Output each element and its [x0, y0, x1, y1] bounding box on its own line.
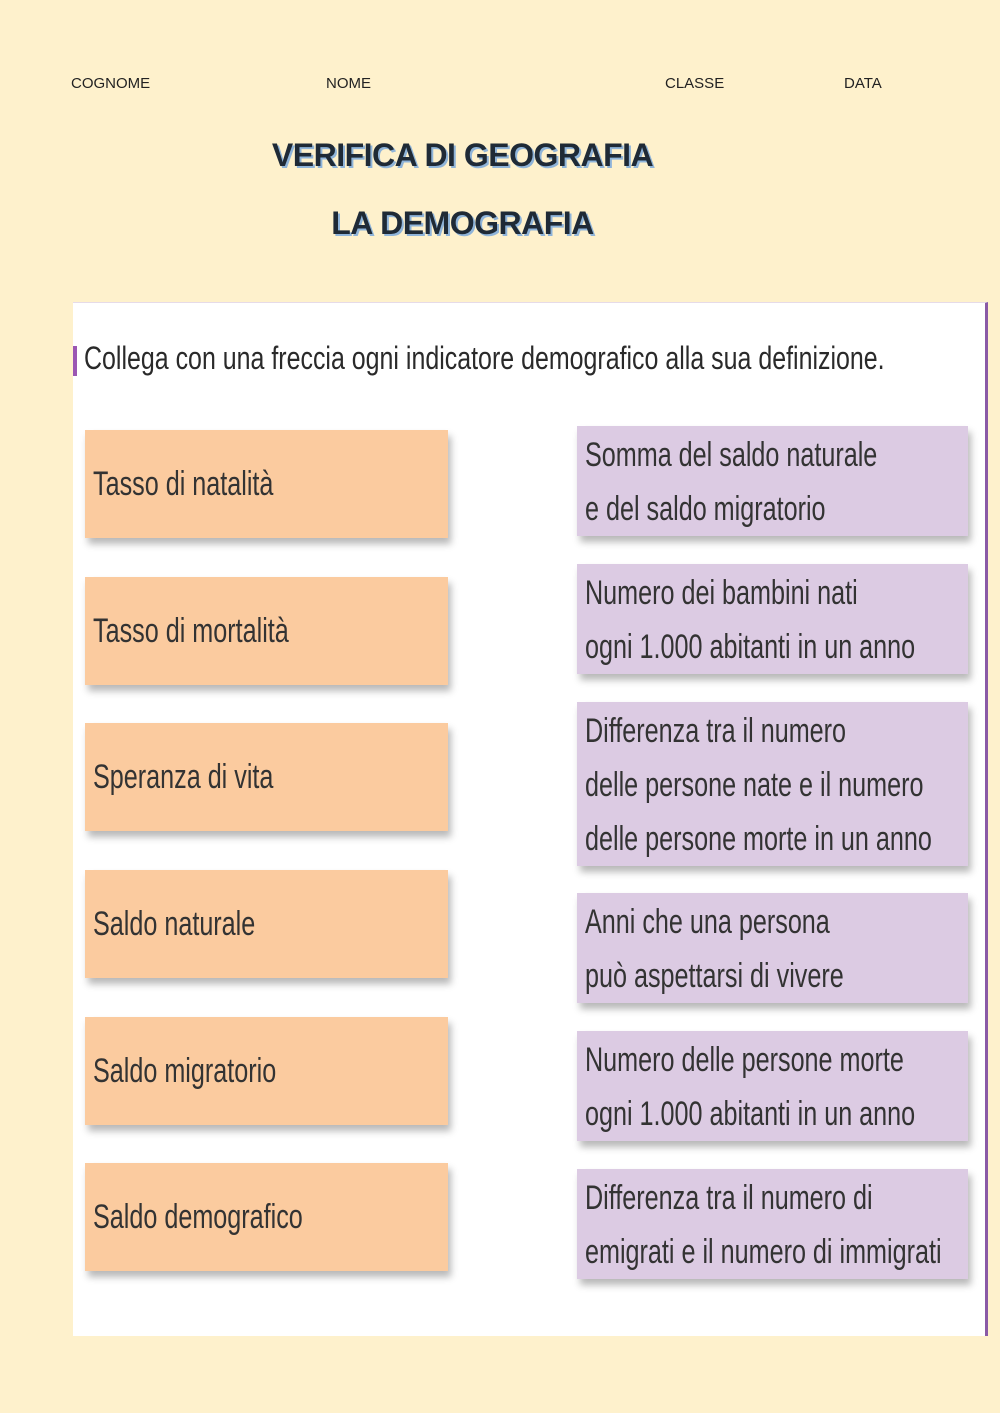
definition-line: Differenza tra il numero — [585, 712, 847, 750]
definition-line: e del saldo migratorio — [585, 490, 826, 528]
definition-line: Somma del saldo naturale — [585, 436, 878, 474]
indicator-box[interactable]: Saldo migratorio — [85, 1017, 448, 1125]
indicator-label: Tasso di mortalità — [93, 612, 289, 650]
data-label: DATA — [844, 75, 882, 92]
indicator-box[interactable]: Saldo naturale — [85, 870, 448, 978]
instruction-marker — [73, 346, 77, 376]
definition-line: delle persone nate e il numero — [585, 766, 924, 804]
classe-label: CLASSE — [665, 75, 725, 92]
indicator-label: Saldo demografico — [93, 1198, 303, 1236]
cognome-label: COGNOME — [71, 75, 151, 92]
definition-line: ogni 1.000 abitanti in un anno — [585, 1095, 916, 1133]
definition-line: delle persone morte in un anno — [585, 820, 932, 858]
indicator-box[interactable]: Tasso di natalità — [85, 430, 448, 538]
definition-box[interactable]: Differenza tra il numero di emigrati e il… — [577, 1169, 968, 1279]
indicator-box[interactable]: Speranza di vita — [85, 723, 448, 831]
indicator-box[interactable]: Tasso di mortalità — [85, 577, 448, 685]
definition-line: Numero dei bambini nati — [585, 574, 858, 612]
definition-box[interactable]: Numero delle persone morte ogni 1.000 abi… — [577, 1031, 968, 1141]
page-subtitle: LA DEMOGRAFIA — [331, 205, 594, 241]
definition-box[interactable]: Somma del saldo naturale e del saldo migr… — [577, 426, 968, 536]
indicator-label: Saldo naturale — [93, 905, 256, 943]
nome-label: NOME — [326, 75, 371, 92]
definition-box[interactable]: Differenza tra il numero delle persone na… — [577, 702, 968, 866]
definition-box[interactable]: Numero dei bambini nati ogni 1.000 abitan… — [577, 564, 968, 674]
indicator-label: Speranza di vita — [93, 758, 274, 796]
definition-line: ogni 1.000 abitanti in un anno — [585, 628, 916, 666]
indicator-box[interactable]: Saldo demografico — [85, 1163, 448, 1271]
instruction: Collega con una freccia ogni indicatore … — [84, 340, 885, 376]
page-title: VERIFICA DI GEOGRAFIA — [271, 137, 654, 173]
definition-line: Anni che una persona — [585, 903, 830, 941]
indicator-label: Saldo migratorio — [93, 1052, 277, 1090]
definition-line: Numero delle persone morte — [585, 1041, 904, 1079]
definition-line: emigrati e il numero di immigrati — [585, 1233, 942, 1271]
definition-line: può aspettarsi di vivere — [585, 957, 844, 995]
definition-line: Differenza tra il numero di — [585, 1179, 873, 1217]
indicator-label: Tasso di natalità — [93, 465, 274, 503]
definition-box[interactable]: Anni che una persona può aspettarsi di vi… — [577, 893, 968, 1003]
